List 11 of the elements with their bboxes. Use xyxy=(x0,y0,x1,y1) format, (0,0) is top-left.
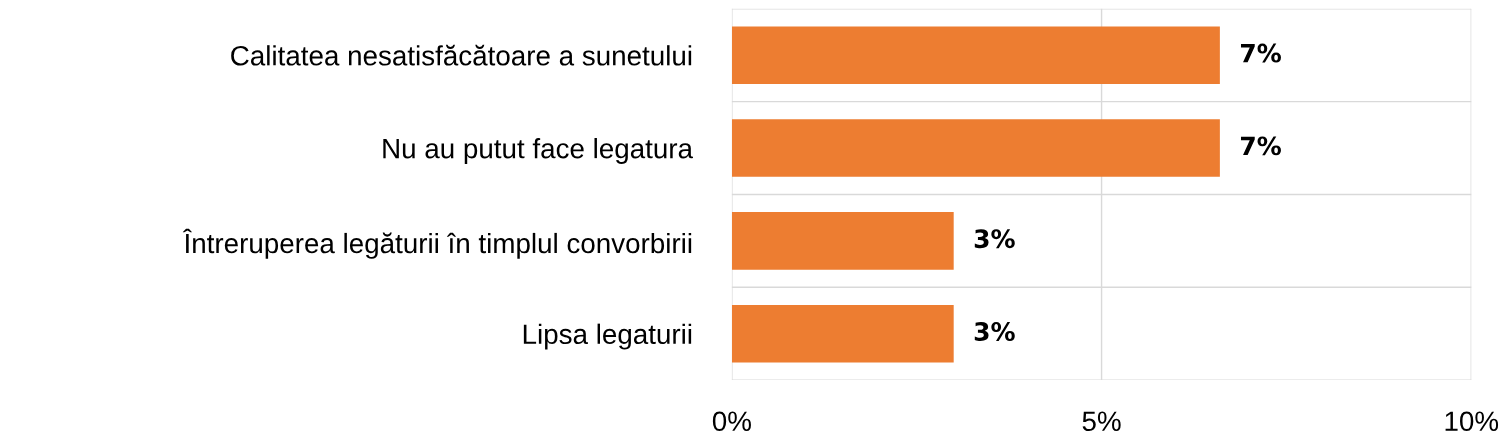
y-tick-label: Nu au putut face legatura xyxy=(383,138,693,164)
x-tick-label: 10% xyxy=(1445,411,1499,432)
data-label: 3% xyxy=(974,322,1015,341)
x-tick-label: 5% xyxy=(1082,411,1121,432)
data-label: 3% xyxy=(974,229,1015,249)
data-label: 7% xyxy=(1240,43,1281,63)
y-tick-label: Întreruperea legăturii în timplul convorbirii xyxy=(182,228,692,259)
data-label: 7% xyxy=(1240,136,1281,156)
y-tick-label: Lipsa legaturii xyxy=(523,323,692,350)
y-tick-label: Calitatea nesatisfăcătoare a sunetului xyxy=(231,44,692,66)
x-tick-label: 0% xyxy=(712,411,751,432)
